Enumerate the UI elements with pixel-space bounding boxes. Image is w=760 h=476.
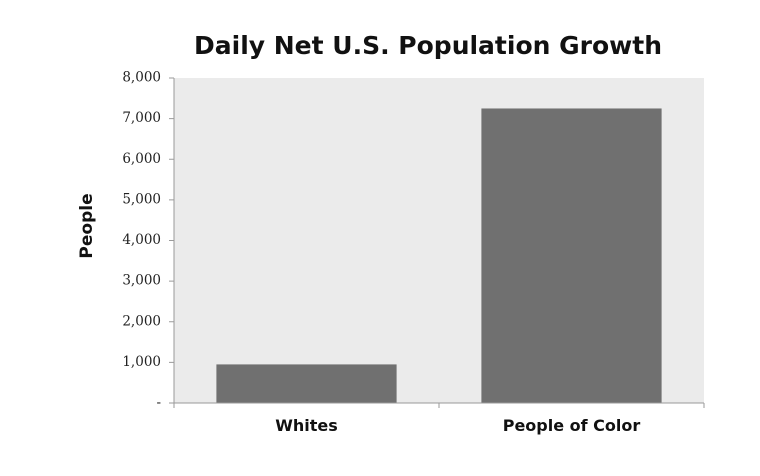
y-tick-label: 4,000 xyxy=(122,232,161,248)
x-tick-label: Whites xyxy=(275,416,338,435)
bar-people-of-color xyxy=(481,108,662,403)
y-axis-label: People xyxy=(77,193,97,258)
y-tick-label: 6,000 xyxy=(122,151,161,167)
y-tick-label: 7,000 xyxy=(122,110,161,126)
y-tick-label: 8,000 xyxy=(122,70,161,86)
y-tick-label: 3,000 xyxy=(122,273,161,289)
bar-whites xyxy=(216,364,397,403)
y-tick-label: - xyxy=(156,395,161,411)
y-tick-label: 5,000 xyxy=(122,191,161,207)
y-tick-label: 2,000 xyxy=(122,313,161,329)
chart-title: Daily Net U.S. Population Growth xyxy=(194,31,662,60)
x-tick-label: People of Color xyxy=(503,416,641,435)
y-tick-label: 1,000 xyxy=(122,354,161,370)
